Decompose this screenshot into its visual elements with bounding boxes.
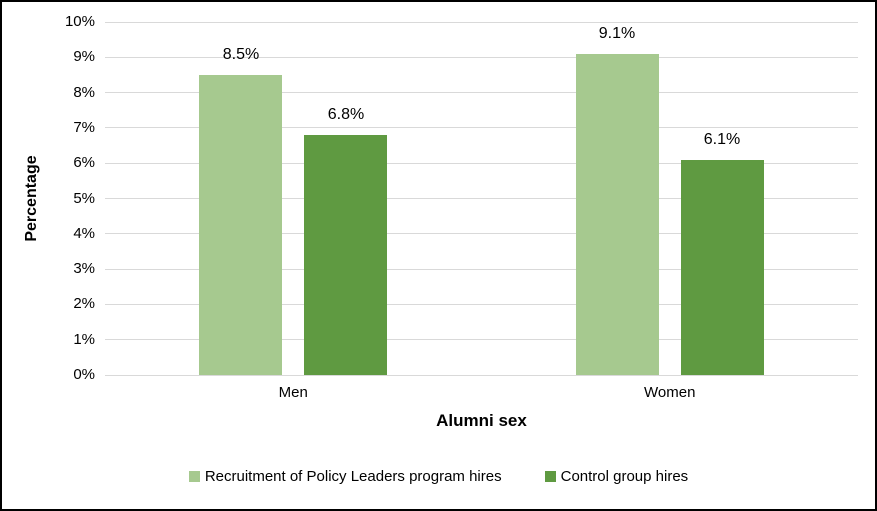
legend-marker-icon: [188, 471, 200, 482]
plot-area: 8.5% 6.8% 9.1% 6.1%: [105, 22, 858, 376]
gridline-2%: [105, 304, 858, 305]
y-tick-4%: 4%: [73, 225, 95, 242]
y-tick-5%: 5%: [73, 190, 95, 207]
gridline-1%: [105, 339, 858, 340]
y-tick-6%: 6%: [73, 154, 95, 171]
y-tick-8%: 8%: [73, 84, 95, 101]
gridline-8%: [105, 92, 858, 93]
data-label-men-series-2: 6.8%: [327, 106, 365, 123]
gridline-3%: [105, 269, 858, 270]
data-label-men-series-1: 8.5%: [222, 46, 260, 63]
gridline-10%: [105, 22, 858, 23]
legend-label: Control group hires: [560, 468, 689, 485]
y-tick-7%: 7%: [73, 119, 95, 136]
bar-men-series-1: [199, 75, 282, 375]
bar-men-series-2: [304, 135, 387, 375]
legend-marker-icon: [544, 471, 556, 482]
legend-item-1: Recruitment of Policy Leaders program hi…: [188, 468, 502, 485]
y-tick-0%: 0%: [73, 366, 95, 383]
data-label-women-series-1: 9.1%: [598, 25, 636, 42]
legend: Recruitment of Policy Leaders program hi…: [2, 468, 875, 485]
y-tick-9%: 9%: [73, 48, 95, 65]
bar-women-series-2: [681, 160, 764, 375]
gridline-0%: [105, 375, 858, 376]
bar-women-series-1: [576, 54, 659, 375]
y-tick-1%: 1%: [73, 331, 95, 348]
y-tick-2%: 2%: [73, 295, 95, 312]
y-tick-3%: 3%: [73, 260, 95, 277]
x-axis-tick-labels: Men Women: [105, 384, 858, 402]
x-axis-title: Alumni sex: [436, 411, 527, 430]
gridline-5%: [105, 198, 858, 199]
x-tick-men: Men: [278, 384, 308, 401]
y-axis-tick-labels: 0% 1% 2% 3% 4% 5% 6% 7% 8% 9% 10%: [2, 14, 95, 383]
data-label-women-series-2: 6.1%: [703, 131, 741, 148]
gridline-4%: [105, 233, 858, 234]
legend-item-2: Control group hires: [544, 468, 689, 485]
gridline-7%: [105, 127, 858, 128]
gridline-9%: [105, 57, 858, 58]
legend-label: Recruitment of Policy Leaders program hi…: [204, 468, 502, 485]
x-tick-women: Women: [644, 384, 696, 401]
gridline-6%: [105, 163, 858, 164]
y-tick-10%: 10%: [64, 13, 95, 30]
